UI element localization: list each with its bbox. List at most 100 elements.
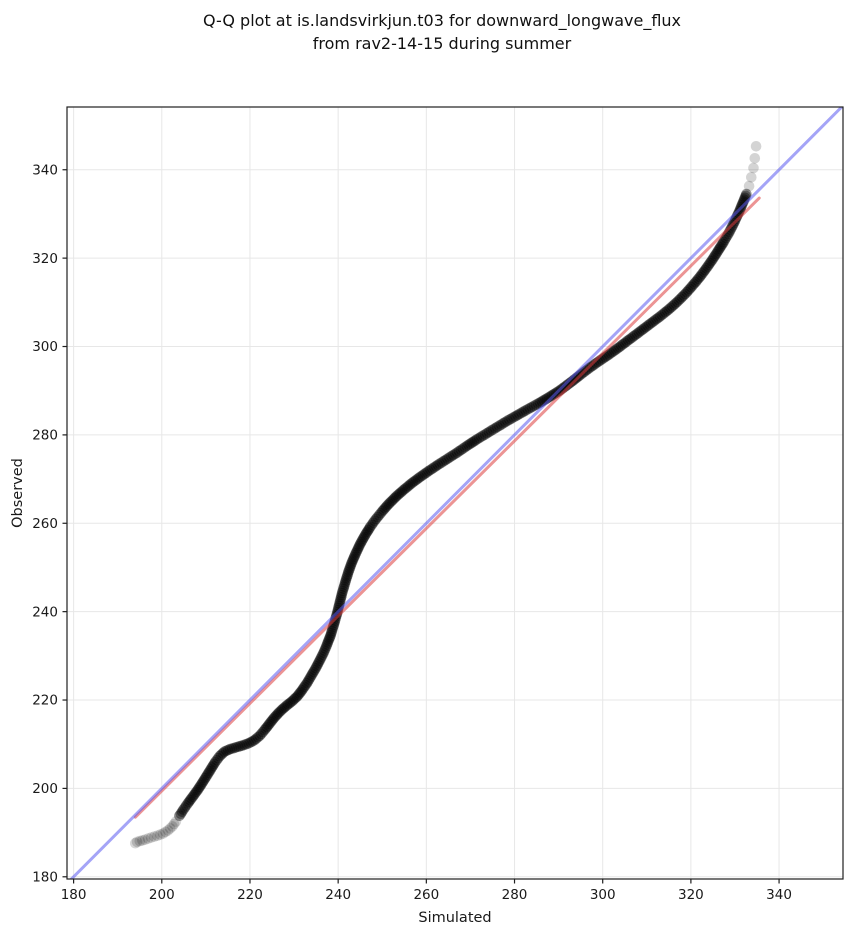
chart-title: Q-Q plot at is.landsvirkjun.t03 for down…	[33, 9, 851, 55]
quantile-point	[617, 339, 629, 350]
x-tick-label: 240	[325, 887, 351, 903]
quantile-point	[651, 313, 662, 325]
quantile-point	[342, 569, 354, 580]
quantile-point	[176, 806, 188, 817]
quantile-point	[266, 715, 278, 727]
quantile-point	[264, 718, 275, 730]
quantile-point	[687, 280, 698, 291]
y-tick-label: 260	[32, 516, 58, 532]
quantile-point	[184, 794, 196, 806]
quantile-point	[275, 705, 287, 716]
quantile-point	[270, 711, 281, 722]
chart-title-line2: from rav2-14-15 during summer	[312, 34, 572, 53]
quantile-point	[463, 439, 474, 451]
quantile-point	[212, 752, 224, 764]
quantile-point	[130, 837, 141, 849]
quantile-point	[411, 474, 422, 486]
quantile-point	[346, 557, 358, 568]
quantile-point	[186, 793, 197, 804]
quantile-point	[217, 747, 229, 759]
quantile-point	[209, 757, 221, 768]
quantile-point	[345, 559, 357, 570]
quantile-point	[750, 141, 762, 152]
quantile-point	[385, 497, 396, 508]
quantile-point	[297, 683, 309, 694]
quantile-point	[321, 641, 332, 652]
quantile-point	[524, 402, 536, 414]
quantile-point	[299, 681, 310, 693]
identity-line	[69, 107, 843, 879]
x-tick-label: 180	[61, 887, 87, 903]
quantile-point	[274, 706, 285, 718]
quantile-point	[134, 835, 146, 847]
quantile-point	[419, 468, 431, 479]
quantile-point	[434, 458, 446, 470]
quantile-point	[430, 460, 442, 472]
quantile-point	[290, 692, 302, 704]
quantile-point	[142, 833, 154, 844]
quantile-point	[392, 490, 403, 501]
quantile-point	[175, 808, 187, 819]
quantile-point	[488, 424, 499, 435]
quantile-point	[640, 321, 652, 333]
quantile-point	[326, 627, 337, 639]
y-tick-label: 180	[32, 869, 58, 885]
quantile-point	[399, 483, 411, 495]
quantile-point	[325, 629, 337, 641]
quantile-point	[170, 816, 182, 827]
quantile-point	[749, 153, 761, 164]
quantile-point	[649, 315, 660, 326]
quantile-point	[702, 261, 713, 272]
quantile-point	[284, 697, 296, 709]
quantile-point	[642, 320, 653, 332]
quantile-point	[322, 637, 334, 648]
quantile-point	[691, 275, 703, 286]
quantile-point	[231, 742, 242, 753]
quantile-point	[189, 788, 201, 799]
quantile-point	[671, 296, 683, 308]
quantile-point	[704, 257, 716, 269]
quantile-point	[306, 670, 317, 681]
quantile-point	[654, 311, 666, 322]
quantile-point	[338, 583, 349, 595]
quantile-point	[425, 464, 436, 476]
quantile-point	[510, 410, 521, 422]
quantile-point	[714, 243, 725, 255]
quantile-point	[506, 413, 517, 424]
y-tick-label: 280	[32, 428, 58, 444]
quantile-point	[428, 462, 440, 473]
reference-lines	[69, 107, 843, 879]
quantile-point	[289, 693, 300, 705]
quantile-point	[393, 488, 405, 500]
quantile-point	[421, 467, 433, 478]
quantile-point	[324, 631, 336, 643]
quantile-point	[543, 392, 555, 403]
quantile-point	[416, 470, 427, 482]
quantile-point	[215, 749, 227, 760]
quantile-point	[315, 653, 326, 664]
quantile-point	[502, 415, 513, 427]
quantile-point	[409, 475, 421, 487]
quantile-point	[313, 657, 324, 668]
quantile-point	[349, 549, 361, 561]
quantile-point	[139, 834, 151, 845]
quantile-point	[387, 494, 399, 505]
quantile-point	[401, 482, 412, 493]
quantile-point	[475, 431, 487, 443]
quantile-point	[278, 702, 290, 714]
quantile-point	[709, 250, 721, 262]
quantile-point	[188, 789, 200, 801]
quantile-point	[402, 480, 414, 492]
quantile-point	[178, 804, 189, 815]
quantile-point	[436, 457, 448, 468]
y-tick-label: 220	[32, 693, 58, 709]
quantile-point	[341, 573, 352, 584]
quantile-point	[191, 786, 202, 798]
quantile-point	[533, 398, 544, 409]
quantile-point	[348, 551, 360, 563]
quantile-point	[192, 784, 203, 796]
quantile-point	[222, 744, 234, 756]
quantile-point	[294, 688, 305, 699]
quantile-point	[612, 343, 623, 354]
